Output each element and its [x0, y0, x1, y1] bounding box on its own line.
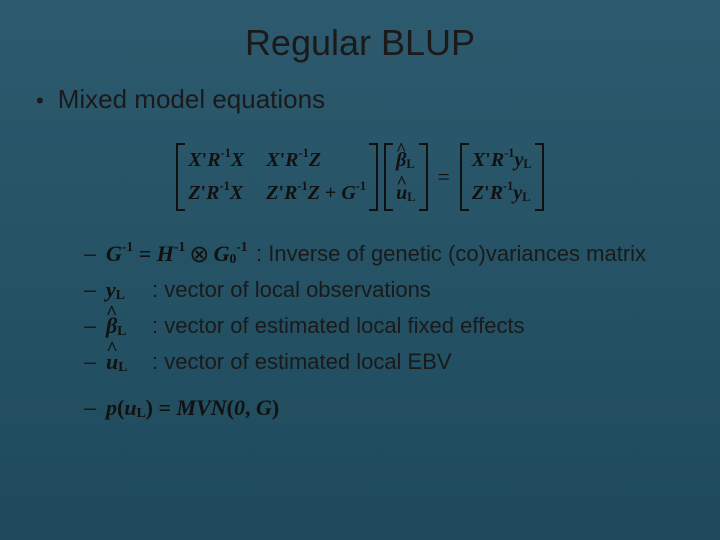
- matrix-equation: X'R-1X X'R-1Z Z'R-1X Z'R-1Z + G-1 βL uL …: [36, 143, 684, 211]
- symbol-betaL: βL: [106, 313, 152, 339]
- definition-item: – uL : vector of estimated local EBV: [84, 347, 684, 377]
- dash-marker: –: [84, 277, 106, 303]
- slide-title: Regular BLUP: [0, 0, 720, 84]
- definition-text: : vector of estimated local EBV: [152, 349, 684, 375]
- definition-item: – βL : vector of estimated local fixed e…: [84, 311, 684, 341]
- dash-marker: –: [84, 395, 106, 421]
- definition-text: : vector of estimated local fixed effect…: [152, 313, 684, 339]
- main-bullet: • Mixed model equations: [36, 84, 684, 115]
- symbol-uL: uL: [106, 349, 152, 375]
- definition-text: : vector of local observations: [152, 277, 684, 303]
- bullet-text: Mixed model equations: [58, 84, 325, 115]
- definition-list: – G-1 = H-1⊗G0-1 : Inverse of genetic (c…: [36, 239, 684, 377]
- symbol-yL: yL: [106, 277, 152, 303]
- definition-item: – G-1 = H-1⊗G0-1 : Inverse of genetic (c…: [84, 239, 684, 269]
- distribution-formula: p(uL) = MVN(0, G): [106, 395, 279, 421]
- definition-item: – yL : vector of local observations: [84, 275, 684, 305]
- dash-marker: –: [84, 349, 106, 375]
- symbol-G-inverse: G-1 = H-1⊗G0-1: [106, 240, 256, 269]
- definition-text: : Inverse of genetic (co)variances matri…: [256, 241, 684, 267]
- dash-marker: –: [84, 241, 106, 267]
- bullet-marker: •: [36, 88, 44, 114]
- dash-marker: –: [84, 313, 106, 339]
- distribution-line: – p(uL) = MVN(0, G): [36, 395, 684, 421]
- slide-content: • Mixed model equations X'R-1X X'R-1Z Z'…: [0, 84, 720, 421]
